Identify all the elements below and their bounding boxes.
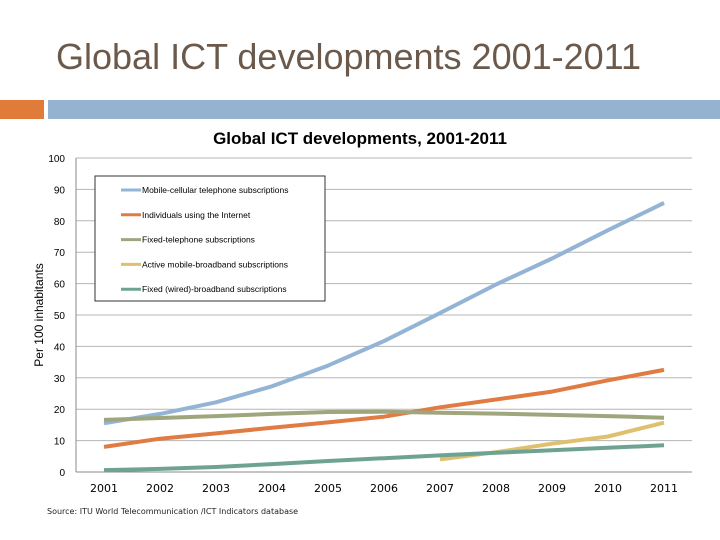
legend-label: Fixed (wired)-broadband subscriptions — [142, 284, 287, 294]
legend-label: Fixed-telephone subscriptions — [142, 235, 255, 245]
x-tick-label: 2007 — [426, 482, 454, 495]
series-line-4 — [103, 443, 665, 473]
legend-label: Individuals using the Internet — [142, 210, 251, 220]
x-tick-label: 2009 — [538, 482, 566, 495]
y-tick-label: 100 — [48, 154, 65, 165]
y-tick-label: 90 — [54, 185, 66, 196]
y-tick-label: 40 — [54, 342, 66, 353]
slide-title: Global ICT developments 2001-2011 — [56, 36, 642, 77]
chart-title: Global ICT developments, 2001-2011 — [213, 129, 507, 148]
y-axis-label: Per 100 inhabitants — [32, 263, 46, 366]
y-tick-label: 20 — [54, 405, 66, 416]
y-tick-label: 10 — [54, 437, 66, 448]
x-tick-label: 2003 — [202, 482, 230, 495]
legend-label: Active mobile-broadband subscriptions — [142, 259, 288, 269]
x-tick-label: 2004 — [258, 482, 286, 495]
accent-bar-orange — [0, 100, 44, 119]
y-tick-label: 30 — [54, 374, 66, 385]
y-tick-label: 0 — [59, 468, 65, 479]
source-note: Source: ITU World Telecommunication /ICT… — [47, 507, 299, 516]
x-tick-label: 2002 — [146, 482, 174, 495]
x-tick-label: 2008 — [482, 482, 510, 495]
legend-label: Mobile-cellular telephone subscriptions — [142, 185, 288, 195]
x-tick-label: 2006 — [370, 482, 398, 495]
x-tick-label: 2005 — [314, 482, 342, 495]
y-tick-label: 50 — [54, 311, 66, 322]
x-tick-label: 2010 — [594, 482, 622, 495]
y-tick-label: 80 — [54, 217, 66, 228]
y-tick-label: 70 — [54, 248, 66, 259]
x-tick-label: 2011 — [650, 482, 678, 495]
accent-bar-blue — [48, 100, 720, 119]
y-tick-label: 60 — [54, 280, 66, 291]
x-tick-label: 2001 — [90, 482, 118, 495]
